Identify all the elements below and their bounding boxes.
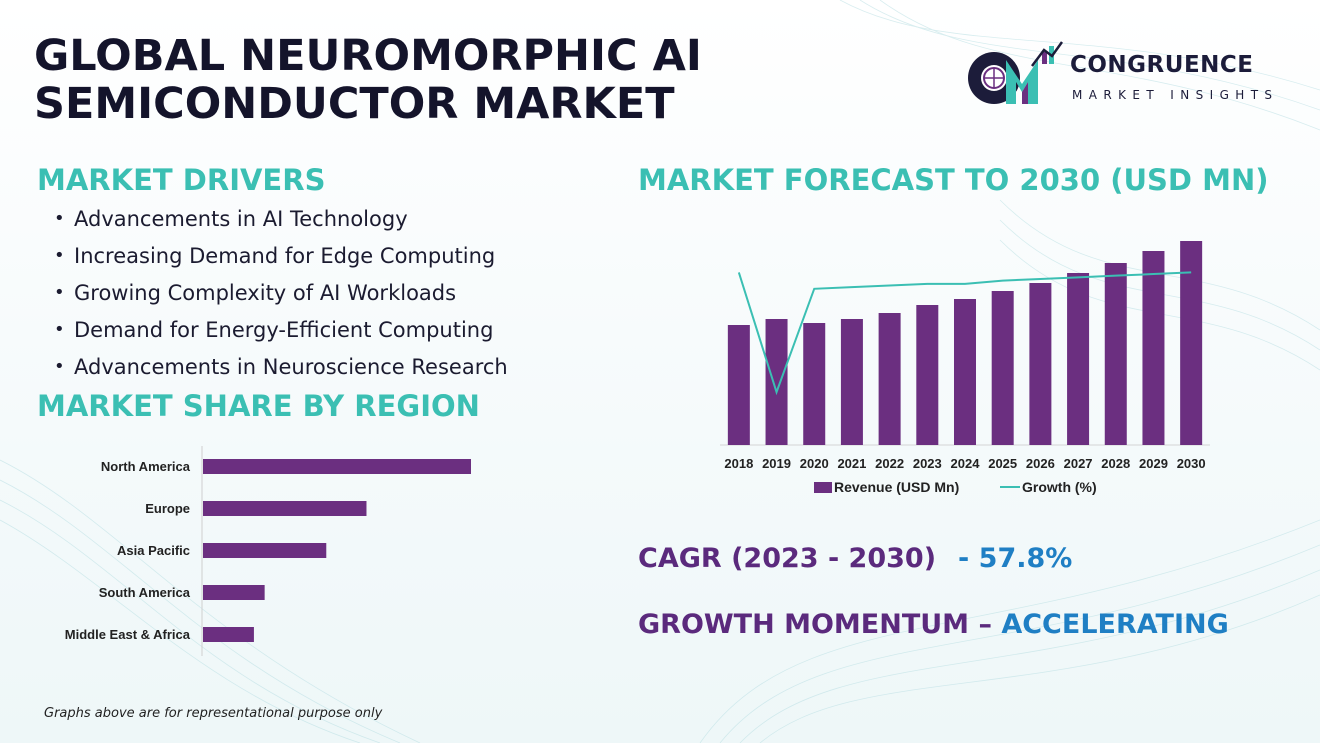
year-tick-label: 2026 <box>1026 456 1055 471</box>
driver-item: • Demand for Energy-Efficient Computing <box>52 315 508 352</box>
region-category-label: North America <box>101 459 191 474</box>
year-tick-label: 2020 <box>800 456 829 471</box>
region-bar <box>203 459 471 474</box>
revenue-bar <box>878 313 901 445</box>
footnote: Graphs above are for representational pu… <box>44 706 383 721</box>
driver-text: Advancements in Neuroscience Research <box>74 355 508 379</box>
driver-item: • Growing Complexity of AI Workloads <box>52 278 508 315</box>
market-drivers-list: • Advancements in AI Technology • Increasi… <box>52 204 508 389</box>
cagr-label: CAGR (2023 - 2030) <box>638 543 937 574</box>
cagr-statement: CAGR (2023 - 2030) - 57.8% <box>638 543 1072 574</box>
year-tick-label: 2019 <box>762 456 791 471</box>
bullet-icon: • <box>54 245 65 266</box>
year-tick-label: 2022 <box>875 456 904 471</box>
year-tick-label: 2029 <box>1139 456 1168 471</box>
driver-text: Advancements in AI Technology <box>74 207 408 231</box>
region-category-label: South America <box>99 585 191 600</box>
year-tick-label: 2030 <box>1177 456 1206 471</box>
revenue-bar <box>1029 283 1052 445</box>
year-tick-label: 2024 <box>951 456 981 471</box>
region-bar <box>203 501 367 516</box>
legend-revenue-swatch <box>814 482 832 493</box>
region-category-label: Asia Pacific <box>117 543 190 558</box>
year-tick-label: 2018 <box>724 456 753 471</box>
logo-name: CONGRUENCE <box>1070 52 1254 78</box>
revenue-bar <box>1142 251 1165 445</box>
market-share-heading: MARKET SHARE BY REGION <box>37 389 480 423</box>
driver-text: Demand for Energy-Efficient Computing <box>74 318 494 342</box>
cagr-value: - 57.8% <box>958 543 1073 574</box>
revenue-bar <box>803 323 826 445</box>
region-bar <box>203 627 254 642</box>
bullet-icon: • <box>54 282 65 303</box>
forecast-heading: MARKET FORECAST TO 2030 (USD MN) <box>638 163 1269 197</box>
legend-revenue-label: Revenue (USD Mn) <box>834 479 959 495</box>
year-tick-label: 2025 <box>988 456 1017 471</box>
title-line-1: GLOBAL NEUROMORPHIC AI <box>34 31 702 81</box>
driver-text: Growing Complexity of AI Workloads <box>74 281 457 305</box>
revenue-bar <box>1067 273 1090 445</box>
revenue-bar <box>991 291 1014 445</box>
market-drivers-heading: MARKET DRIVERS <box>37 163 326 197</box>
year-tick-label: 2027 <box>1064 456 1093 471</box>
revenue-bar <box>1104 263 1127 445</box>
revenue-bar <box>916 305 939 445</box>
region-category-label: Middle East & Africa <box>65 627 191 642</box>
year-tick-label: 2023 <box>913 456 942 471</box>
momentum-label: GROWTH MOMENTUM – <box>638 609 1002 640</box>
revenue-bar <box>840 319 863 445</box>
year-tick-label: 2021 <box>837 456 866 471</box>
region-bar <box>203 543 327 558</box>
company-logo: CONGRUENCE MARKET INSIGHTS <box>962 38 1292 108</box>
logo-tagline: MARKET INSIGHTS <box>1072 88 1279 102</box>
cm-logo-icon <box>968 41 1064 104</box>
revenue-bar <box>765 319 788 445</box>
revenue-bar <box>954 299 976 445</box>
bullet-icon: • <box>54 208 65 229</box>
driver-item: • Advancements in Neuroscience Research <box>52 352 508 389</box>
growth-momentum-statement: GROWTH MOMENTUM – ACCELERATING <box>638 609 1229 640</box>
year-tick-label: 2028 <box>1101 456 1130 471</box>
region-bar-chart: North America Europe Asia Pacific South Ame… <box>65 446 471 656</box>
title-line-2: SEMICONDUCTOR MARKET <box>34 79 675 129</box>
bullet-icon: • <box>54 319 65 340</box>
legend-growth-label: Growth (%) <box>1022 479 1097 495</box>
driver-text: Increasing Demand for Edge Computing <box>74 244 496 268</box>
driver-item: • Advancements in AI Technology <box>52 204 508 241</box>
revenue-bar <box>727 325 750 445</box>
growth-line <box>737 271 1192 396</box>
momentum-value: ACCELERATING <box>1001 609 1229 640</box>
page-title: GLOBAL NEUROMORPHIC AI SEMICONDUCTOR MAR… <box>34 32 702 128</box>
driver-item: • Increasing Demand for Edge Computing <box>52 241 508 278</box>
bullet-icon: • <box>54 356 65 377</box>
region-bar <box>203 585 265 600</box>
region-category-label: Europe <box>145 501 190 516</box>
forecast-combo-chart: 2018 2019 2020 2021 2022 2023 2024 2025 2026 2027… <box>720 241 1210 495</box>
revenue-bar <box>1180 241 1203 445</box>
